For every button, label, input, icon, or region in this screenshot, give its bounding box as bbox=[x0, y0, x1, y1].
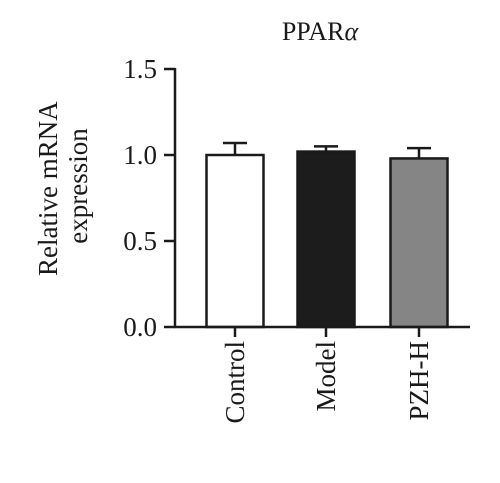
bar-pzh-h bbox=[389, 157, 449, 329]
y-axis-label: Relative mRNA expression bbox=[33, 96, 93, 276]
y-axis-label-line-1: Relative mRNA bbox=[33, 101, 63, 276]
chart-title-main: PPAR bbox=[282, 17, 345, 46]
x-tick-label-control: Control bbox=[220, 341, 250, 424]
x-tick-label-model: Model bbox=[311, 341, 341, 412]
chart-title-symbol: α bbox=[345, 17, 360, 46]
y-tick-label-0-5: 0.5 bbox=[123, 226, 157, 256]
y-axis-label-line-2: expression bbox=[63, 128, 93, 244]
y-tick-label-0-0: 0.0 bbox=[123, 312, 157, 342]
bar-model bbox=[296, 150, 356, 329]
bars-layer bbox=[205, 141, 449, 329]
axes-layer bbox=[173, 68, 470, 337]
y-tick-label-1-5: 1.5 bbox=[123, 54, 157, 84]
y-tick-label-1-0: 1.0 bbox=[123, 140, 157, 170]
x-labels-layer: Control Model PZH-H bbox=[220, 341, 434, 424]
y-ticks-layer: 0.0 0.5 1.0 1.5 bbox=[123, 54, 175, 342]
chart-title: PPARα bbox=[282, 17, 360, 46]
x-tick-label-pzh-h: PZH-H bbox=[404, 341, 434, 421]
bar-control bbox=[205, 153, 265, 329]
